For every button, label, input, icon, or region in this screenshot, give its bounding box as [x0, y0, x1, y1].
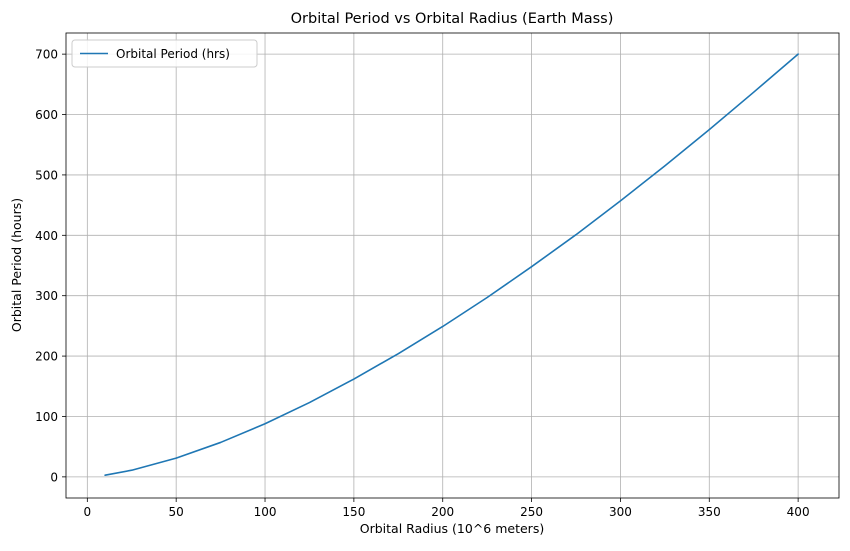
- x-tick-label: 0: [84, 505, 92, 519]
- chart-title: Orbital Period vs Orbital Radius (Earth …: [291, 11, 614, 27]
- x-tick-label: 350: [698, 505, 721, 519]
- y-tick-label: 300: [35, 289, 58, 303]
- legend: Orbital Period (hrs): [71, 39, 258, 68]
- y-tick-label: 200: [35, 350, 58, 364]
- y-tick-label: 0: [50, 470, 58, 484]
- series-line-orbital-period: [104, 53, 799, 476]
- y-tick-label: 500: [35, 168, 58, 182]
- legend-label-orbital-period: Orbital Period (hrs): [116, 47, 230, 61]
- series-layer: [104, 53, 799, 476]
- y-tick-label: 100: [35, 410, 58, 424]
- ticks: 0 50 100 150 200 250 300 350 400 0 100 200 300 400 500…: [35, 48, 809, 519]
- x-tick-label: 150: [342, 505, 365, 519]
- plot-area: [66, 33, 839, 498]
- legend-box: [71, 39, 258, 68]
- x-tick-label: 200: [431, 505, 454, 519]
- grid: [66, 33, 839, 498]
- x-tick-label: 300: [609, 505, 632, 519]
- y-tick-label: 600: [35, 108, 58, 122]
- x-tick-label: 100: [254, 505, 277, 519]
- y-tick-label: 400: [35, 229, 58, 243]
- y-tick-label: 700: [35, 48, 58, 62]
- x-tick-label: 400: [787, 505, 810, 519]
- plot-frame: [65, 32, 840, 499]
- y-axis-label: Orbital Period (hours): [9, 198, 24, 332]
- x-tick-label: 50: [169, 505, 184, 519]
- x-tick-label: 250: [520, 505, 543, 519]
- x-axis-label: Orbital Radius (10^6 meters): [360, 521, 544, 536]
